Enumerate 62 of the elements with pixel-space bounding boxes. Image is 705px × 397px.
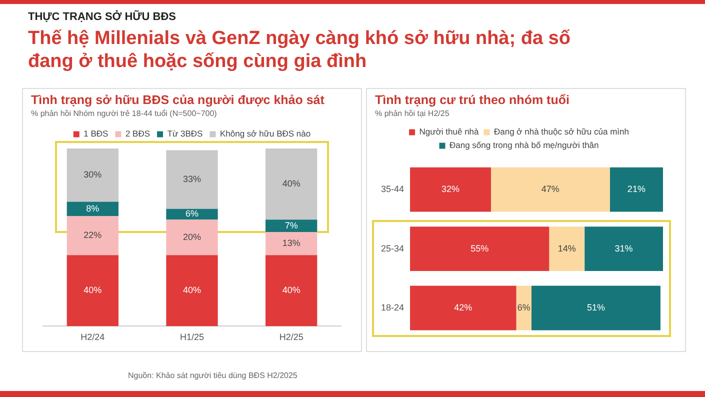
data-label: 20% bbox=[182, 232, 202, 242]
bar bbox=[516, 286, 532, 330]
x-tick-label: H1/25 bbox=[180, 332, 204, 342]
y-tick-label: 25-34 bbox=[380, 243, 404, 254]
bar bbox=[266, 255, 318, 326]
data-label: 30% bbox=[84, 170, 102, 180]
legend-label: Đang ở nhà thuộc sở hữu của mình bbox=[494, 126, 630, 137]
y-tick-label: 35-44 bbox=[380, 184, 404, 194]
data-label: 31% bbox=[614, 243, 633, 254]
legend-label: Từ 3BĐS bbox=[167, 128, 204, 139]
data-label: 40% bbox=[84, 285, 102, 296]
data-label: 8% bbox=[86, 203, 100, 214]
chart-title: Tình trạng sở hữu BĐS của người được khảo sát bbox=[31, 93, 324, 107]
legend-label: Người thuê nhà bbox=[419, 126, 480, 137]
bar bbox=[410, 167, 491, 212]
y-tick-label: 18-24 bbox=[380, 302, 404, 312]
data-label: 32% bbox=[441, 184, 460, 194]
bar bbox=[66, 216, 118, 256]
data-label: 33% bbox=[182, 174, 202, 184]
data-label: 13% bbox=[282, 238, 300, 248]
bar bbox=[531, 286, 660, 330]
legend-label: Đang sống trong nhà bố mẹ/người thân bbox=[450, 140, 600, 150]
x-tick-label: H2/25 bbox=[279, 332, 304, 342]
text: Nguồn: Khảo sát người tiêu dùng BĐS H2/2025 bbox=[128, 371, 298, 380]
bar bbox=[66, 148, 118, 202]
data-label: 42% bbox=[454, 302, 472, 312]
data-label: 7% bbox=[284, 220, 298, 230]
bar bbox=[610, 167, 663, 212]
data-label: 22% bbox=[84, 230, 102, 240]
bar bbox=[266, 232, 318, 256]
bar bbox=[166, 220, 218, 256]
bar bbox=[166, 255, 218, 326]
data-label: 40% bbox=[182, 285, 202, 296]
data-label: 40% bbox=[282, 285, 300, 296]
bar bbox=[266, 220, 318, 232]
data-label: 40% bbox=[282, 178, 300, 189]
x-tick-label: H2/24 bbox=[80, 332, 105, 342]
data-label: 6% bbox=[185, 208, 199, 219]
text: Thế hệ Millenials và GenZ ngày càng khó sở hữu nhà; đa số đang ở thuê hoặc sống cùng gia đình bbox=[28, 27, 572, 73]
legend-label: Không sở hữu BĐS nào bbox=[220, 128, 311, 139]
bar bbox=[166, 208, 218, 220]
text: THỰC TRẠNG SỞ HỮU BĐS bbox=[28, 11, 176, 23]
data-label: 14% bbox=[558, 243, 576, 254]
bar bbox=[490, 167, 610, 212]
legend-label: 2 BĐS bbox=[125, 128, 150, 139]
data-label: 6% bbox=[517, 302, 530, 312]
data-label: 21% bbox=[627, 184, 646, 194]
data-label: 55% bbox=[470, 243, 489, 254]
bar bbox=[66, 202, 118, 216]
chart-title: Tình trạng cư trú theo nhóm tuổi bbox=[375, 93, 570, 107]
bar bbox=[410, 226, 550, 271]
legend-label: 1 BĐS bbox=[84, 128, 109, 139]
data-label: 51% bbox=[586, 302, 605, 312]
data-label: 47% bbox=[541, 184, 560, 194]
chart-subtitle: % phản hồi tại H2/25 bbox=[375, 109, 450, 118]
chart-subtitle: % phản hồi Nhóm người trẻ 18-44 tuổi (N=500~700) bbox=[31, 109, 217, 118]
bar bbox=[584, 226, 663, 271]
bar bbox=[549, 226, 585, 271]
bar bbox=[410, 286, 516, 330]
bar bbox=[166, 150, 218, 209]
bar bbox=[266, 148, 318, 220]
bar bbox=[66, 255, 118, 326]
